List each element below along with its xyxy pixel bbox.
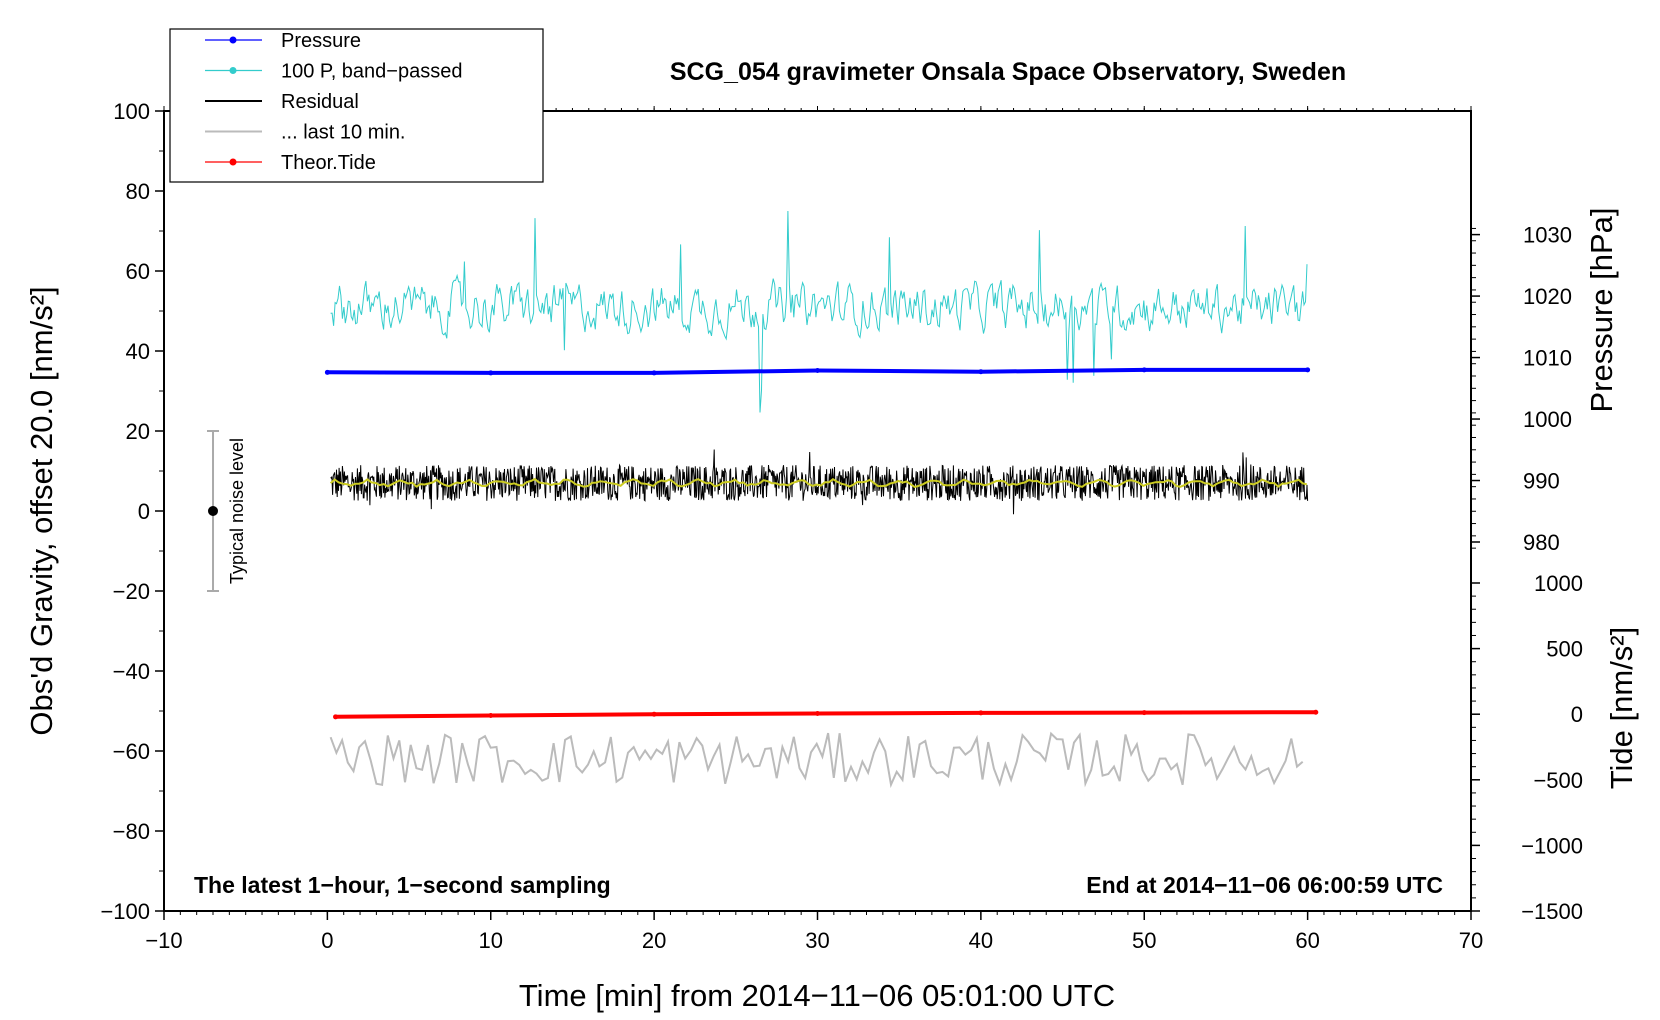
legend-marker <box>229 67 237 74</box>
pressure-point <box>1141 367 1147 373</box>
x-tick-label: −10 <box>145 928 182 953</box>
series-bandpassed-line <box>330 210 1308 413</box>
y-tick-label: 20 <box>126 419 150 444</box>
pressure-point <box>324 369 330 375</box>
pressure-tick-label: 1000 <box>1523 407 1572 432</box>
noise-bar-center <box>208 506 219 516</box>
pressure-tick-label: 990 <box>1523 469 1560 494</box>
y-tick-label: −60 <box>113 739 150 764</box>
legend-box <box>169 28 544 183</box>
tide-point <box>1141 710 1147 716</box>
pressure-point <box>815 367 820 373</box>
x-tick-label: 10 <box>479 928 503 953</box>
tide-point <box>1313 709 1319 715</box>
y-axis-tide: 1000 500 0 −500 −1000 −1500 <box>1471 571 1583 924</box>
tide-tick-label: 500 <box>1546 637 1583 662</box>
tide-axis-title: Tide [nm/s²] <box>1604 627 1639 790</box>
pressure-point <box>488 370 494 376</box>
x-tick-label: 50 <box>1132 928 1156 953</box>
legend-label: Theor.Tide <box>281 152 376 174</box>
tide-point <box>488 713 494 719</box>
chart-title: SCG_054 gravimeter Onsala Space Observat… <box>670 58 1346 86</box>
pressure-point <box>1305 367 1311 373</box>
pressure-tick-label: 1010 <box>1523 346 1572 371</box>
y-tick-label: −100 <box>100 899 150 924</box>
tide-point <box>333 714 339 720</box>
x-tick-label: 70 <box>1459 928 1483 953</box>
pressure-tick-label: 1030 <box>1523 223 1572 248</box>
annotation-end-time: End at 2014−11−06 06:00:59 UTC <box>1086 872 1443 898</box>
series-residual-line <box>330 449 1309 515</box>
series-last10min-line <box>329 731 1304 789</box>
legend-marker <box>229 158 237 166</box>
tide-point <box>815 711 820 717</box>
series-residual-smoothed-line <box>329 477 1308 489</box>
tide-tick-label: 0 <box>1571 702 1583 727</box>
tide-tick-label: −1500 <box>1521 899 1583 924</box>
legend-marker <box>229 36 237 44</box>
tide-tick-label: 1000 <box>1534 571 1583 596</box>
y-axis-title: Obs'd Gravity, offset 20.0 [nm/s²] <box>24 286 59 735</box>
x-axis-title: Time [min] from 2014−11−06 05:01:00 UTC <box>519 978 1115 1013</box>
x-tick-label: 60 <box>1295 928 1319 953</box>
plot-frame <box>163 110 1472 912</box>
legend-label: ... last 10 min. <box>281 122 406 144</box>
x-tick-label: 40 <box>969 928 993 953</box>
x-axis: −10 0 10 20 30 40 50 60 70 <box>145 106 1483 953</box>
x-tick-label: 0 <box>321 928 333 953</box>
y-tick-label: −40 <box>113 659 150 684</box>
noise-level-indicator <box>207 430 220 592</box>
pressure-point <box>978 369 984 375</box>
noise-level-label: Typical noise level <box>227 438 247 584</box>
y-tick-label: 60 <box>126 259 150 284</box>
pressure-tick-label: 980 <box>1523 530 1560 555</box>
y-axis-pressure: 1030 1020 1010 1000 990 980 <box>1471 223 1572 555</box>
x-tick-label: 30 <box>805 928 829 953</box>
pressure-tick-label: 1020 <box>1523 284 1572 309</box>
y-tick-label: 40 <box>126 339 150 364</box>
y-tick-label: −80 <box>113 819 150 844</box>
x-tick-label: 20 <box>642 928 666 953</box>
y-tick-label: 80 <box>126 179 150 204</box>
y-axis-left: 100 80 60 40 20 0 −20 −40 −60 −80 −100 <box>100 99 164 924</box>
annotation-sampling: The latest 1−hour, 1−second sampling <box>194 872 611 898</box>
y-tick-label: −20 <box>113 579 150 604</box>
legend-label: Pressure <box>281 30 361 52</box>
legend-label: 100 P, band−passed <box>281 61 462 83</box>
tide-point <box>651 711 657 717</box>
tide-point <box>978 710 984 716</box>
legend-label: Residual <box>281 91 359 113</box>
legend: Pressure 100 P, band−passed Residual ... la… <box>169 28 544 183</box>
series-tide-line <box>335 710 1316 719</box>
y-tick-label: 100 <box>113 99 150 124</box>
tide-tick-label: −1000 <box>1521 833 1583 858</box>
traces <box>324 210 1319 789</box>
pressure-axis-title: Pressure [hPa] <box>1584 207 1619 412</box>
tide-tick-label: −500 <box>1533 768 1583 793</box>
pressure-point <box>651 370 657 376</box>
y-tick-label: 0 <box>138 499 150 524</box>
